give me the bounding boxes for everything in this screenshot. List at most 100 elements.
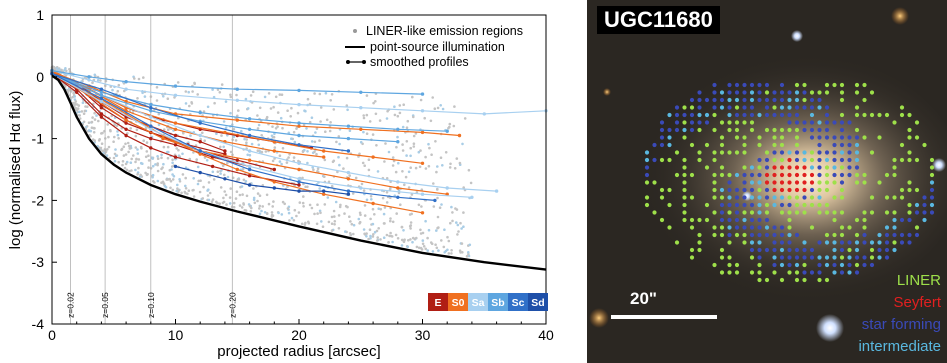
spaxel [667,127,672,133]
spaxel [727,217,732,223]
scatter-point [117,137,120,140]
scatter-point [229,187,232,190]
spaxel [764,225,770,230]
scatter-point [348,174,352,177]
spaxel [659,135,665,140]
spaxel [764,232,770,238]
scatter-point [458,161,462,165]
scatter-point [283,202,287,206]
scatter-point [306,150,309,153]
scatter-point [411,95,414,99]
scatter-point [219,145,222,149]
scatter-point [196,182,200,186]
scatter-point [234,139,238,142]
spaxel [757,90,762,95]
scatter-point [191,189,194,192]
spaxel [742,105,747,110]
scatter-point [398,111,402,115]
scatter-point [385,201,389,204]
scatter-point [463,117,467,120]
scatter-point [431,96,435,99]
spaxel [697,157,702,163]
profile-point [346,136,351,141]
scatter-point [258,106,262,110]
scatter-point [139,173,142,177]
scatter-point [210,200,214,203]
legend-intermediate: intermediate [858,338,941,355]
spaxel [817,202,822,208]
profile-point [87,78,91,82]
spaxel [719,247,725,253]
spaxel [757,232,762,238]
scatter-point [338,205,342,209]
scatter-point [154,163,157,166]
spaxel [764,172,770,178]
scatter-point [286,109,289,112]
spaxel [764,150,770,155]
spaxel [862,82,867,88]
spaxel [682,157,687,163]
scatter-point [240,129,243,133]
scatter-point [93,111,96,115]
scatter-point [427,142,430,146]
scatter-point [248,204,252,208]
spaxel [884,172,890,178]
spaxel [659,120,665,125]
spaxel [869,262,875,268]
spaxel [899,217,905,223]
spaxel [824,210,830,215]
spaxel [929,165,935,170]
spaxel [824,135,830,140]
scatter-point [389,196,392,199]
scatter-point [327,220,331,224]
spaxel [749,210,755,215]
scatter-point [365,94,369,97]
scatter-point [401,125,405,129]
scatter-point [245,138,248,141]
scatter-point [213,101,216,105]
spaxel [802,247,807,253]
spaxel [892,217,897,223]
scatter-point [318,187,322,190]
spaxel [839,112,845,118]
scatter-point [107,145,111,149]
spaxel [794,255,800,260]
scatter-point [91,116,94,119]
scatter-point [403,183,406,187]
scatter-point [107,135,110,139]
scatter-point [325,118,329,122]
scatter-point [115,124,119,128]
spaxel [667,202,672,208]
spaxel [734,195,740,200]
spaxel [734,172,740,178]
spaxel [644,180,650,185]
spaxel [824,180,830,185]
scale-bar [611,315,717,319]
scatter-point [345,156,349,160]
scatter-point [423,116,427,120]
scatter-point [258,212,262,216]
scatter-point [78,114,81,117]
spaxel [734,232,740,238]
profile-point [396,186,400,190]
scatter-point [400,225,404,229]
profile-point [457,133,462,138]
spaxel [922,217,927,223]
scatter-point [450,205,453,209]
chart-legend: LINER-like emission regions point-source… [345,24,523,69]
scatter-point [56,67,59,70]
spaxel [682,120,687,125]
spaxel [734,105,740,110]
scatter-point [391,164,395,167]
scatter-point [350,222,354,226]
spaxel [772,90,777,95]
spaxel [862,180,867,185]
spaxel [749,120,755,125]
spaxel [779,277,785,283]
scatter-point [241,167,245,171]
profile-point [297,183,301,187]
scatter-point [318,92,322,96]
spaxel [839,97,845,103]
scatter-point [166,156,170,160]
scatter-point [130,157,133,161]
